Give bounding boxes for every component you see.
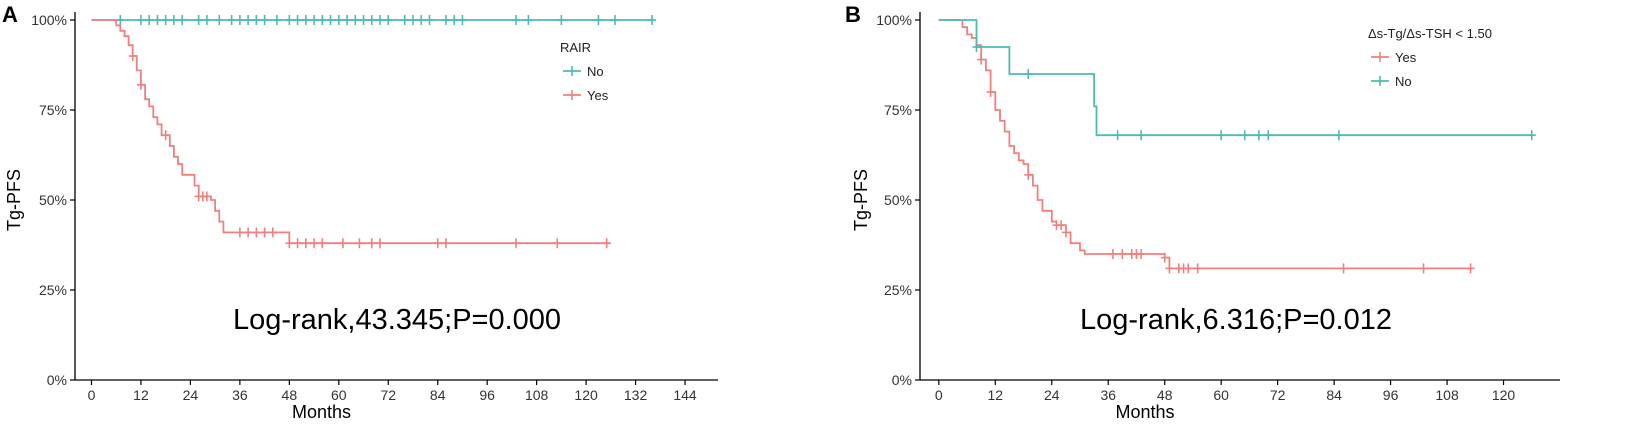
x-tick-label: 12 bbox=[988, 387, 1004, 403]
x-tick-label: 24 bbox=[1044, 387, 1060, 403]
x-tick-label: 132 bbox=[624, 387, 648, 403]
x-tick-label: 72 bbox=[1270, 387, 1286, 403]
legend-label: No bbox=[587, 64, 604, 79]
x-axis-title: Months bbox=[1115, 402, 1174, 422]
y-tick-label: 25% bbox=[39, 282, 67, 298]
y-tick-label: 75% bbox=[39, 102, 67, 118]
y-tick-label: 100% bbox=[876, 12, 912, 28]
x-tick-label: 24 bbox=[183, 387, 199, 403]
y-tick-label: 25% bbox=[884, 282, 912, 298]
logrank-annotation: Log-rank,6.316;P=0.012 bbox=[1080, 304, 1392, 336]
x-tick-label: 60 bbox=[331, 387, 347, 403]
logrank-annotation: Log-rank,43.345;P=0.000 bbox=[233, 304, 561, 336]
panel-a: A 0% 25% 50% 75% 100% 0 12 24 36 48 60 72 84 96 108 120 1… bbox=[2, 2, 718, 422]
x-tick-label: 12 bbox=[133, 387, 149, 403]
x-tick-label: 72 bbox=[380, 387, 396, 403]
km-curve-yes bbox=[938, 19, 1471, 270]
x-tick-label: 84 bbox=[430, 387, 446, 403]
x-tick-label: 48 bbox=[1157, 387, 1173, 403]
x-tick-label: 84 bbox=[1326, 387, 1342, 403]
x-tick-label: 108 bbox=[1435, 387, 1459, 403]
panel-label: A bbox=[2, 2, 18, 27]
legend-label: Yes bbox=[587, 88, 609, 103]
x-tick-label: 120 bbox=[574, 387, 598, 403]
x-tick-label: 108 bbox=[525, 387, 549, 403]
x-tick-label: 48 bbox=[282, 387, 298, 403]
legend-title: Δs-Tg/Δs-TSH < 1.50 bbox=[1368, 26, 1492, 41]
y-tick-label: 0% bbox=[47, 372, 67, 388]
km-curve-yes bbox=[91, 19, 611, 245]
x-tick-label: 60 bbox=[1213, 387, 1229, 403]
x-tick-label: 36 bbox=[1100, 387, 1116, 403]
panel-label: B bbox=[845, 2, 861, 27]
x-tick-label: 96 bbox=[479, 387, 495, 403]
x-tick-label: 96 bbox=[1383, 387, 1399, 403]
x-tick-label: 144 bbox=[673, 387, 697, 403]
x-tick-label: 0 bbox=[88, 387, 96, 403]
km-curve-no bbox=[938, 19, 1532, 137]
x-axis-title: Months bbox=[292, 402, 351, 422]
panel-b: B 0% 25% 50% 75% 100% 0 12 24 36 48 60 72 84 96 108 120 M… bbox=[845, 2, 1560, 422]
y-tick-label: 50% bbox=[884, 192, 912, 208]
y-tick-label: 50% bbox=[39, 192, 67, 208]
x-tick-label: 120 bbox=[1492, 387, 1516, 403]
y-tick-label: 75% bbox=[884, 102, 912, 118]
legend-title: RAIR bbox=[560, 40, 591, 55]
y-axis-title: Tg-PFS bbox=[4, 169, 24, 231]
legend-label: Yes bbox=[1395, 50, 1417, 65]
y-tick-label: 100% bbox=[31, 12, 67, 28]
y-tick-label: 0% bbox=[892, 372, 912, 388]
x-tick-label: 0 bbox=[935, 387, 943, 403]
x-tick-label: 36 bbox=[232, 387, 248, 403]
legend-label: No bbox=[1395, 74, 1412, 89]
y-axis-title: Tg-PFS bbox=[851, 169, 871, 231]
